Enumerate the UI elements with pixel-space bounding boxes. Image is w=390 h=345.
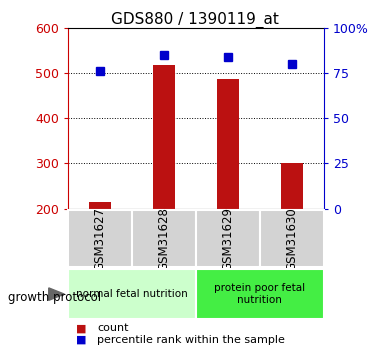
Text: count: count	[98, 324, 129, 333]
Bar	[280, 162, 303, 209]
Text: percentile rank within the sample: percentile rank within the sample	[98, 335, 285, 345]
Bar	[89, 202, 112, 209]
Text: GSM31629: GSM31629	[222, 207, 234, 271]
Bar	[68, 269, 196, 319]
Text: GSM31628: GSM31628	[158, 207, 170, 271]
Bar	[132, 210, 196, 267]
Bar	[260, 210, 324, 267]
Polygon shape	[49, 288, 64, 300]
Bar	[196, 269, 324, 319]
Text: GSM31630: GSM31630	[285, 207, 298, 271]
Text: GSM31627: GSM31627	[94, 207, 107, 271]
Bar	[153, 65, 175, 209]
Bar	[196, 210, 260, 267]
Text: protein poor fetal
nutrition: protein poor fetal nutrition	[214, 283, 305, 305]
Text: growth protocol: growth protocol	[8, 290, 101, 304]
Text: GDS880 / 1390119_at: GDS880 / 1390119_at	[111, 12, 279, 28]
Text: normal fetal nutrition: normal fetal nutrition	[76, 289, 188, 299]
Text: ■: ■	[76, 324, 87, 333]
Text: ■: ■	[76, 335, 87, 345]
Bar	[217, 79, 239, 209]
Bar	[68, 210, 132, 267]
